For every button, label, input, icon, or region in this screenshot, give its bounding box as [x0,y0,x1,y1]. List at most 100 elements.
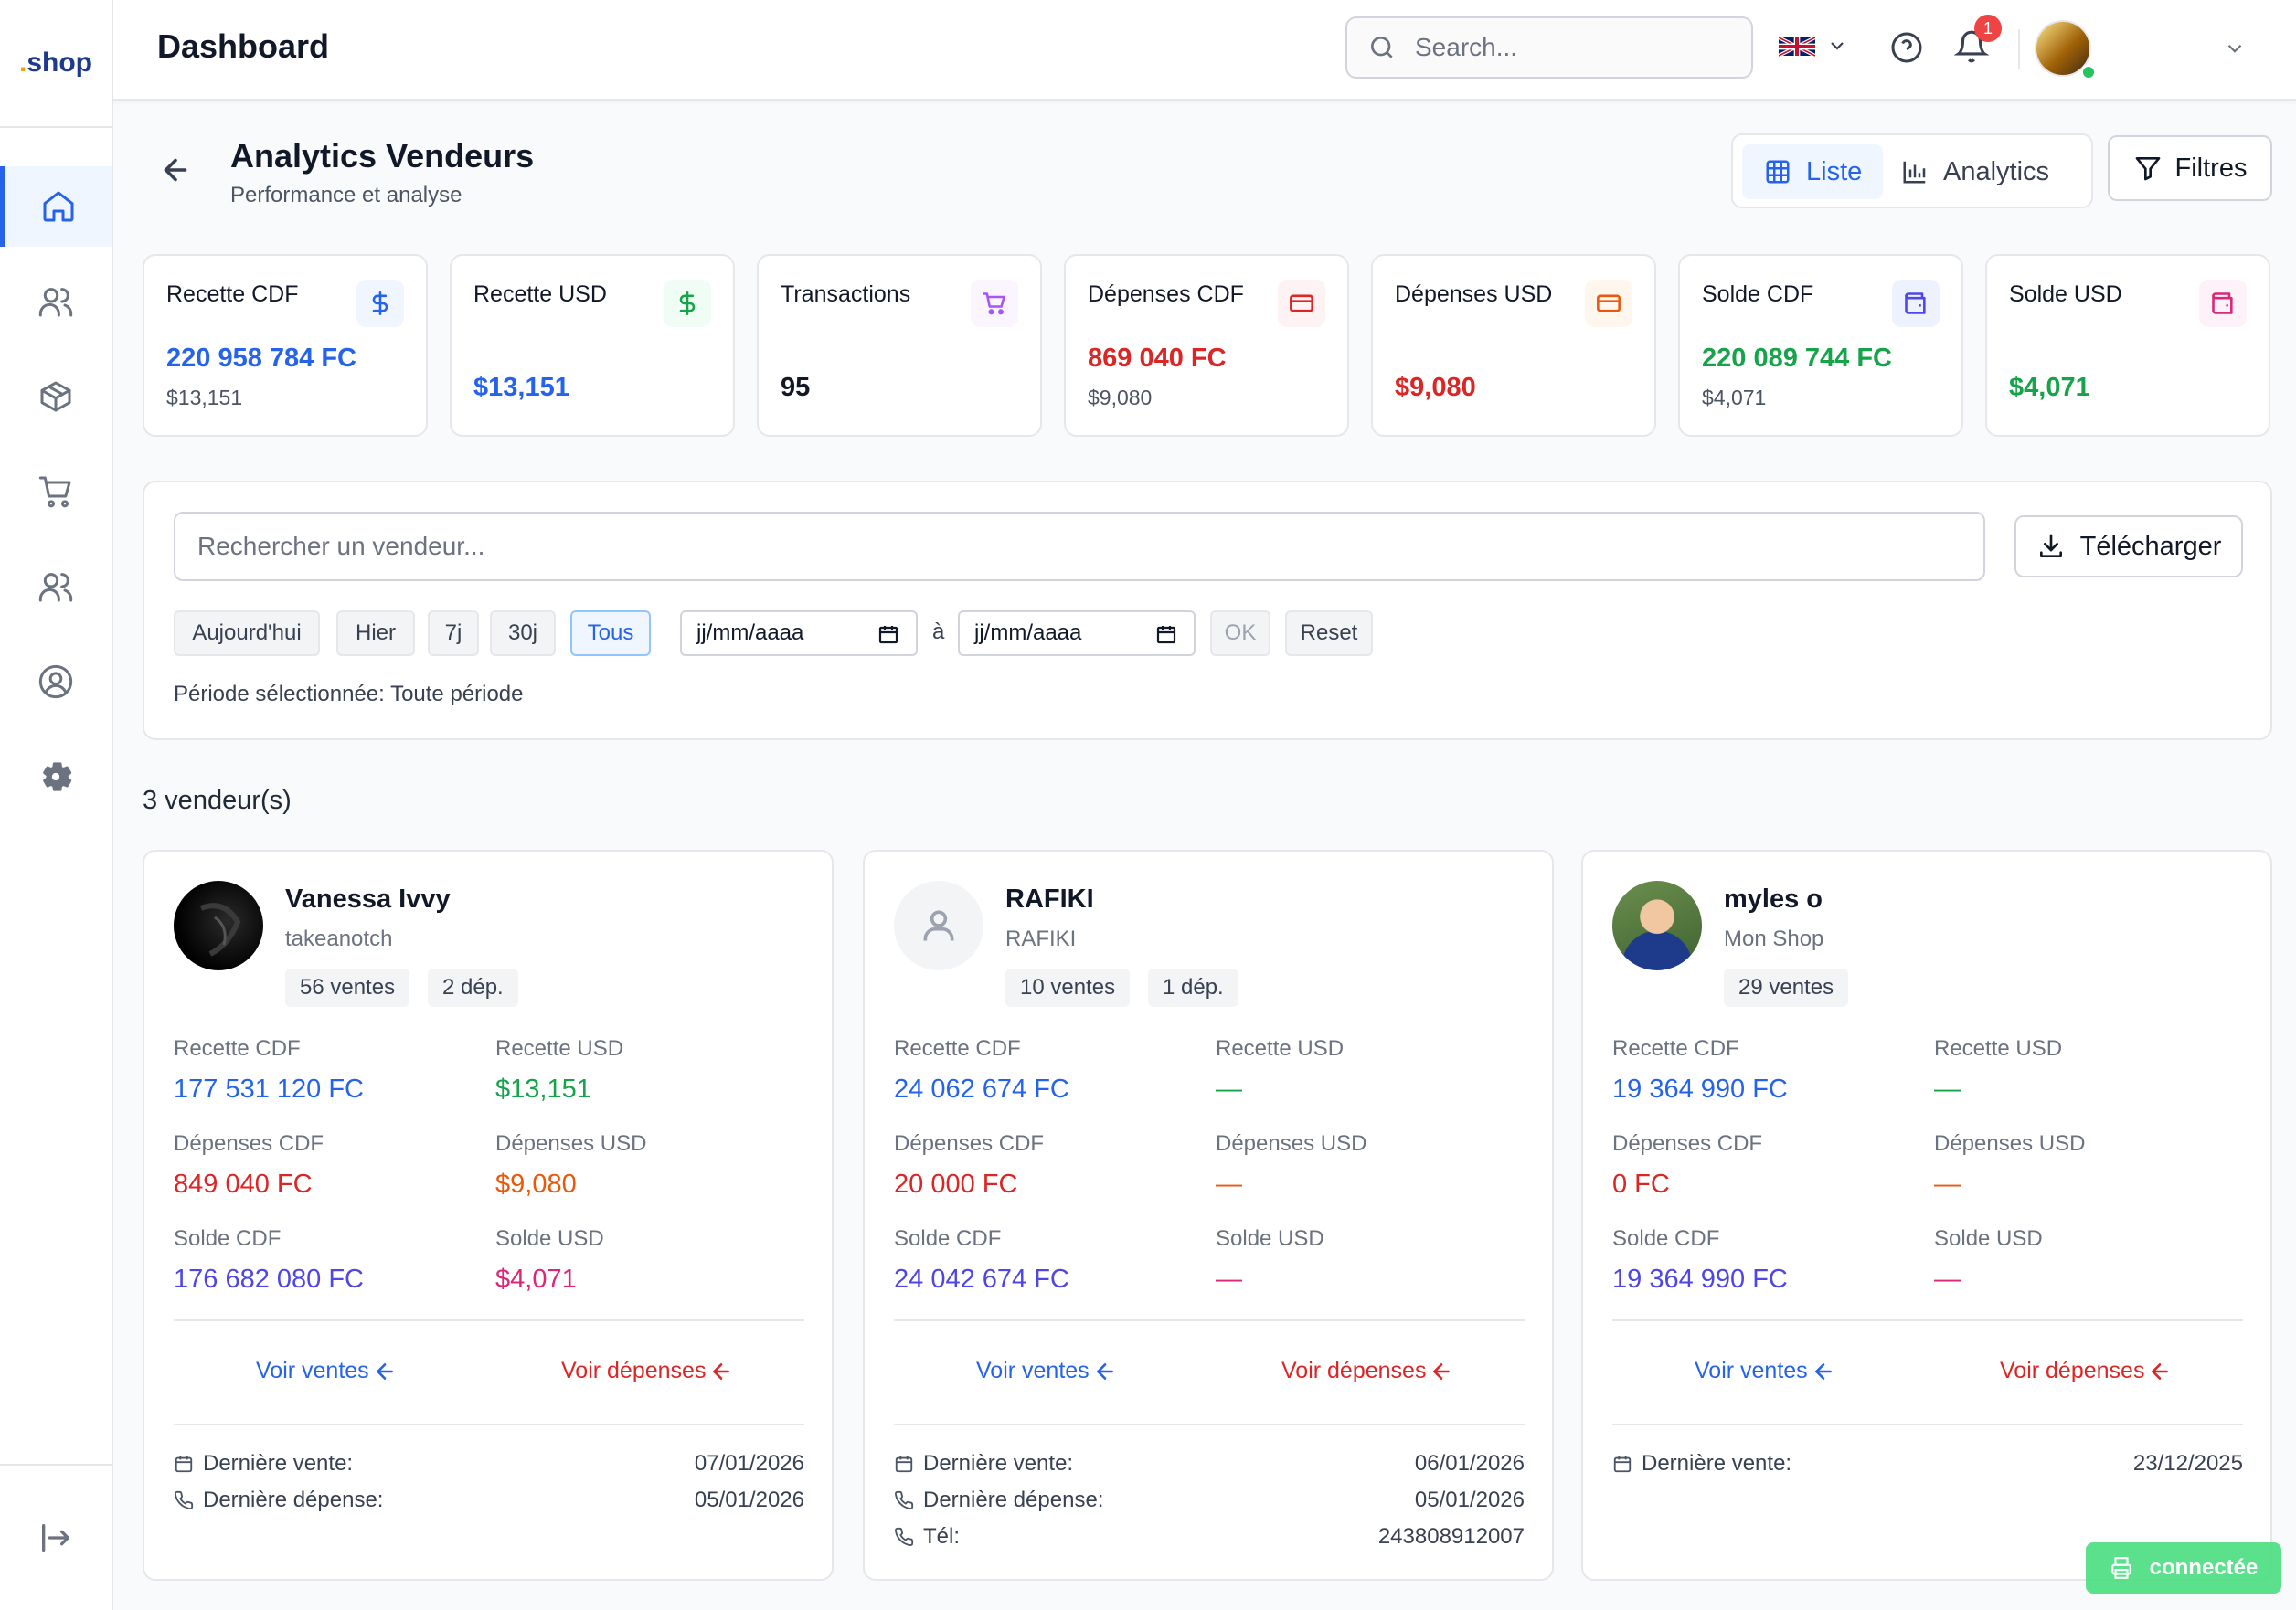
logo[interactable]: . shop [0,0,112,128]
back-arrow-icon[interactable] [159,154,192,186]
view-expenses-link[interactable]: Voir dépenses [561,1358,733,1384]
solde-usd-label: Solde USD [1934,1226,2043,1251]
header-title: Dashboard [157,27,330,65]
depenses-usd-label: Dépenses USD [1934,1131,2086,1156]
chevron-down-icon[interactable] [2223,37,2247,60]
sidebar-item-products[interactable] [0,356,112,437]
sales-count-badge: 10 ventes [1005,969,1131,1007]
view-expenses-label: Voir dépenses [1281,1358,1427,1383]
notification-badge: 1 [1974,15,2002,42]
vendor-search-input[interactable] [174,512,1985,581]
sales-count-badge: 56 ventes [285,969,410,1007]
solde-usd-label: Solde USD [495,1226,604,1251]
global-search-input[interactable] [1415,33,1726,62]
recette-cdf-value: 24 062 674 FC [894,1075,1069,1104]
depenses-cdf-label: Dépenses CDF [174,1131,324,1156]
recette-usd-label: Recette USD [1216,1036,1345,1061]
preset-all[interactable]: Tous [570,610,651,656]
dollar-icon [356,280,404,327]
calendar-icon [1613,1456,1632,1473]
sidebar: . shop [0,0,113,1610]
phone-row: Tél: 243808912007 [894,1524,1525,1550]
last-sale-value: 06/01/2026 [1414,1451,1525,1476]
bell-icon[interactable] [1954,29,1989,64]
stat-card: Transactions 95 [757,254,1042,437]
vendor-name: Vanessa Ivvy [285,884,451,914]
preset-today[interactable]: Aujourd'hui [174,610,320,656]
view-sales-link[interactable]: Voir ventes [256,1358,397,1384]
credit-card-icon [1585,280,1632,327]
depenses-usd-value: — [1216,1170,1242,1199]
divider [174,1424,804,1425]
date-to-input[interactable]: jj/mm/aaaa [958,610,1196,656]
last-sale-value: 23/12/2025 [2132,1451,2243,1476]
grid-icon [1766,160,1790,184]
view-analytics-button[interactable]: Analytics [1897,144,2086,199]
help-icon[interactable] [1890,31,1923,64]
date-from-input[interactable]: jj/mm/aaaa [680,610,918,656]
arrow-left-icon [1096,1362,1113,1380]
recette-cdf-label: Recette CDF [894,1036,1021,1061]
logo-text: shop [27,48,92,78]
phone-value: 243808912007 [1377,1524,1525,1549]
online-status-dot [2080,64,2097,80]
sidebar-item-profile[interactable] [0,641,112,722]
recette-usd-label: Recette USD [1934,1036,2063,1061]
sidebar-item-home[interactable] [0,166,112,247]
calendar-icon[interactable] [1155,623,1177,645]
solde-usd-value: $4,071 [495,1265,577,1294]
uk-flag-icon[interactable] [1779,33,1815,60]
last-sale-row: Dernière vente: 07/01/2026 [174,1451,804,1477]
download-button[interactable]: Télécharger [2014,515,2243,577]
view-liste-button[interactable]: Liste [1742,144,1883,199]
view-expenses-link[interactable]: Voir dépenses [2000,1358,2172,1384]
logout-icon [42,1524,70,1552]
preset-30d[interactable]: 30j [490,610,556,656]
sidebar-item-users[interactable] [0,261,112,342]
stat-card: Dépenses CDF 869 040 FC $9,080 [1064,254,1349,437]
view-sales-link[interactable]: Voir ventes [1695,1358,1835,1384]
reset-button[interactable]: Reset [1285,610,1373,656]
filters-label: Filtres [2174,153,2248,183]
solde-cdf-value: 24 042 674 FC [894,1265,1069,1294]
global-search[interactable] [1345,16,1753,79]
sidebar-item-settings[interactable] [0,736,112,817]
view-sales-label: Voir ventes [256,1358,369,1383]
stat-value: 220 958 784 FC [166,344,356,373]
stat-label: Solde USD [2009,281,2122,307]
stat-label: Dépenses CDF [1088,281,1244,307]
view-toggle: Liste Analytics [1731,133,2093,208]
stat-secondary: $9,080 [1088,386,1153,409]
wallet-icon [2199,280,2247,327]
last-sale-label: Dernière vente: [923,1451,1074,1476]
cart-icon [971,280,1018,327]
preset-yesterday[interactable]: Hier [336,610,415,656]
stat-card: Solde USD $4,071 [1985,254,2270,437]
view-expenses-link[interactable]: Voir dépenses [1281,1358,1453,1384]
download-label: Télécharger [2079,531,2222,561]
view-sales-link[interactable]: Voir ventes [976,1358,1117,1384]
calendar-icon[interactable] [877,623,899,645]
chevron-down-icon[interactable] [1826,35,1848,57]
divider [174,1319,804,1321]
bar-chart-icon [1903,161,1926,184]
arrow-left-icon [1814,1362,1832,1380]
calendar-icon [175,1456,193,1473]
filters-button[interactable]: Filtres [2108,135,2272,201]
avatar-image [199,903,241,957]
solde-cdf-value: 176 682 080 FC [174,1265,364,1294]
printer-icon [2110,1557,2131,1579]
sidebar-item-sales[interactable] [0,451,112,532]
stat-label: Transactions [781,281,911,307]
expenses-count-badge: 2 dép. [428,969,518,1007]
connection-status-label: connectée [2149,1555,2259,1580]
ok-button[interactable]: OK [1210,610,1270,656]
last-sale-row: Dernière vente: 23/12/2025 [1612,1451,2243,1477]
logout-button[interactable] [0,1464,112,1610]
phone-icon [895,1490,914,1509]
sidebar-item-vendors[interactable] [0,546,112,627]
stat-value: 95 [781,373,811,402]
last-expense-row: Dernière dépense: 05/01/2026 [894,1488,1525,1513]
preset-7d[interactable]: 7j [428,610,479,656]
vendor-card: Vanessa Ivvy takeanotch 56 ventes 2 dép.… [143,850,834,1581]
